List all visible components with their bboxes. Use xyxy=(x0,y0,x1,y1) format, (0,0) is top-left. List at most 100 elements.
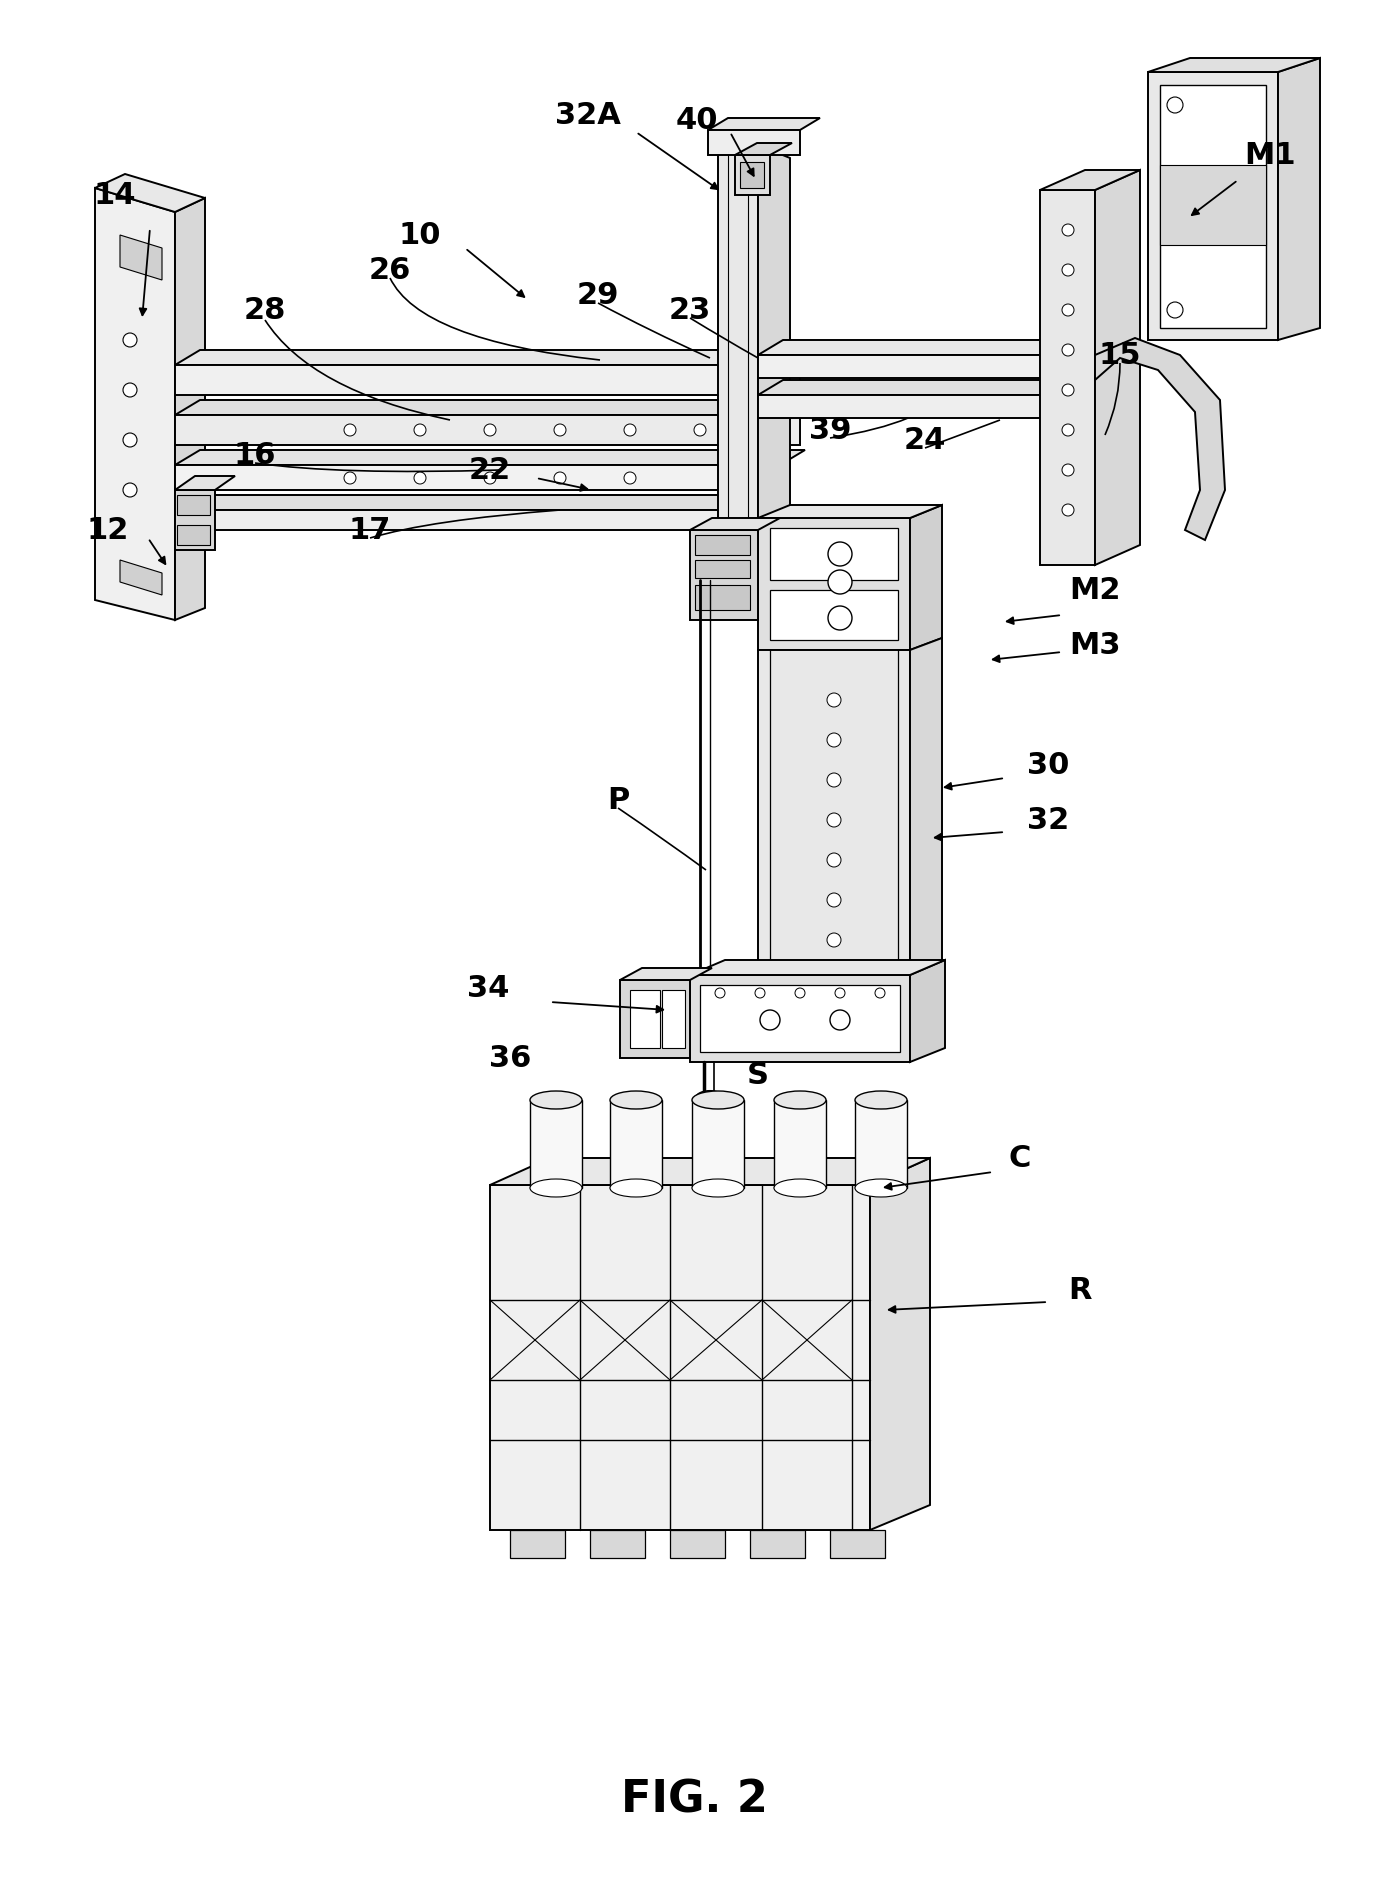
Polygon shape xyxy=(694,560,750,577)
Polygon shape xyxy=(1160,164,1265,245)
Circle shape xyxy=(624,424,636,436)
Polygon shape xyxy=(718,145,758,551)
Text: 26: 26 xyxy=(369,255,411,285)
Polygon shape xyxy=(690,519,781,530)
Polygon shape xyxy=(94,174,206,211)
Text: 36: 36 xyxy=(489,1043,531,1073)
Polygon shape xyxy=(619,981,690,1058)
Circle shape xyxy=(483,424,496,436)
Polygon shape xyxy=(663,990,685,1049)
Text: FIG. 2: FIG. 2 xyxy=(621,1778,768,1822)
Circle shape xyxy=(795,988,806,998)
Circle shape xyxy=(828,541,851,566)
Polygon shape xyxy=(669,1530,725,1558)
Circle shape xyxy=(826,934,840,947)
Text: 16: 16 xyxy=(233,441,276,470)
Polygon shape xyxy=(831,1530,885,1558)
Polygon shape xyxy=(1040,170,1140,190)
Text: P: P xyxy=(607,785,629,815)
Polygon shape xyxy=(870,1158,931,1530)
Polygon shape xyxy=(175,494,785,509)
Polygon shape xyxy=(758,339,1106,355)
Polygon shape xyxy=(735,143,792,155)
Polygon shape xyxy=(176,524,210,545)
Polygon shape xyxy=(610,1100,663,1188)
Circle shape xyxy=(1063,504,1074,517)
Polygon shape xyxy=(708,119,820,130)
Circle shape xyxy=(826,892,840,907)
Polygon shape xyxy=(510,1530,565,1558)
Polygon shape xyxy=(490,1158,931,1184)
Polygon shape xyxy=(1040,190,1095,566)
Polygon shape xyxy=(758,145,790,564)
Text: 24: 24 xyxy=(904,426,946,455)
Polygon shape xyxy=(694,536,750,554)
Polygon shape xyxy=(631,990,660,1049)
Circle shape xyxy=(554,472,565,485)
Polygon shape xyxy=(690,530,758,620)
Ellipse shape xyxy=(774,1179,826,1198)
Polygon shape xyxy=(735,155,770,194)
Text: M2: M2 xyxy=(1070,575,1121,605)
Circle shape xyxy=(414,472,426,485)
Text: 32: 32 xyxy=(1026,805,1070,834)
Text: 34: 34 xyxy=(467,973,510,1003)
Circle shape xyxy=(826,773,840,786)
Polygon shape xyxy=(690,975,910,1062)
Circle shape xyxy=(124,434,138,447)
Circle shape xyxy=(1063,385,1074,396)
Circle shape xyxy=(760,1011,781,1030)
Polygon shape xyxy=(175,451,806,466)
Text: 22: 22 xyxy=(469,456,511,485)
Polygon shape xyxy=(175,351,825,366)
Circle shape xyxy=(828,570,851,594)
Polygon shape xyxy=(692,1100,745,1188)
Circle shape xyxy=(715,988,725,998)
Polygon shape xyxy=(774,1100,826,1188)
Polygon shape xyxy=(770,528,899,581)
Polygon shape xyxy=(1160,85,1265,328)
Circle shape xyxy=(554,424,565,436)
Polygon shape xyxy=(94,189,175,620)
Circle shape xyxy=(1167,96,1183,113)
Circle shape xyxy=(1063,424,1074,436)
Text: 17: 17 xyxy=(349,515,392,545)
Polygon shape xyxy=(119,236,163,279)
Circle shape xyxy=(826,734,840,747)
Circle shape xyxy=(828,605,851,630)
Circle shape xyxy=(414,424,426,436)
Circle shape xyxy=(124,334,138,347)
Circle shape xyxy=(124,483,138,498)
Polygon shape xyxy=(1147,58,1320,72)
Ellipse shape xyxy=(531,1179,582,1198)
Text: 30: 30 xyxy=(1026,751,1070,779)
Polygon shape xyxy=(690,960,945,975)
Text: 10: 10 xyxy=(399,221,442,249)
Circle shape xyxy=(826,692,840,707)
Polygon shape xyxy=(700,984,900,1052)
Polygon shape xyxy=(770,590,899,639)
Polygon shape xyxy=(856,1100,907,1188)
Text: 28: 28 xyxy=(244,296,286,324)
Text: 12: 12 xyxy=(86,515,129,545)
Circle shape xyxy=(694,424,706,436)
Polygon shape xyxy=(758,379,1106,394)
Polygon shape xyxy=(910,960,945,1062)
Circle shape xyxy=(483,472,496,485)
Polygon shape xyxy=(1278,58,1320,339)
Circle shape xyxy=(344,424,356,436)
Polygon shape xyxy=(758,519,910,651)
Polygon shape xyxy=(1147,72,1278,339)
Polygon shape xyxy=(175,509,760,530)
Polygon shape xyxy=(758,651,910,981)
Circle shape xyxy=(624,472,636,485)
Text: R: R xyxy=(1068,1275,1092,1305)
Polygon shape xyxy=(694,585,750,609)
Ellipse shape xyxy=(692,1090,745,1109)
Circle shape xyxy=(835,988,845,998)
Text: 14: 14 xyxy=(93,181,136,209)
Polygon shape xyxy=(1095,338,1225,539)
Circle shape xyxy=(875,988,885,998)
Polygon shape xyxy=(910,637,942,981)
Polygon shape xyxy=(175,400,825,415)
